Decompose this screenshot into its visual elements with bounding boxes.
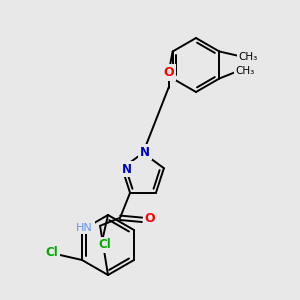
Text: Cl: Cl (46, 247, 59, 260)
Text: N: N (140, 146, 150, 158)
Text: Cl: Cl (99, 238, 111, 251)
Text: CH₃: CH₃ (236, 65, 255, 76)
Text: O: O (145, 212, 155, 225)
Text: CH₃: CH₃ (239, 52, 258, 61)
Text: O: O (163, 66, 174, 79)
Text: N: N (122, 163, 132, 176)
Text: HN: HN (76, 223, 93, 233)
